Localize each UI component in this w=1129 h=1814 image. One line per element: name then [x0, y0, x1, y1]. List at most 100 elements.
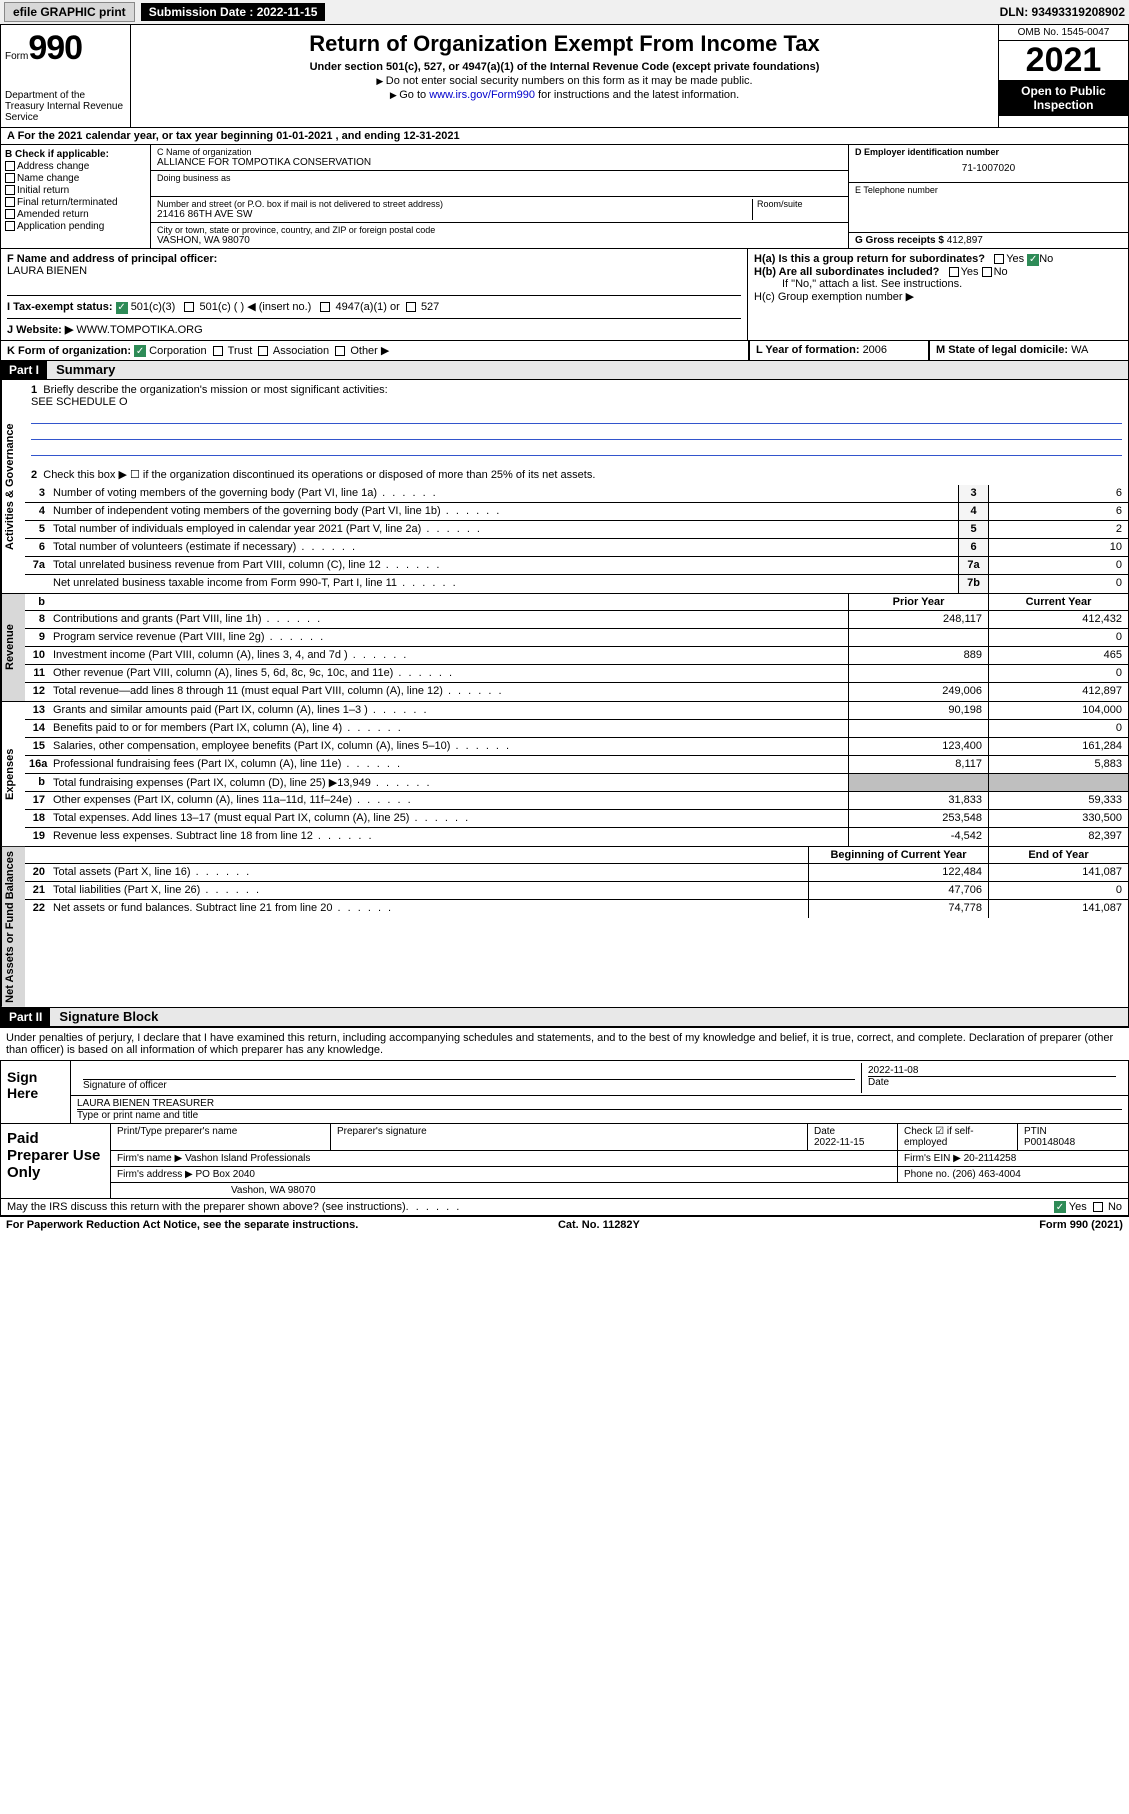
- street: 21416 86TH AVE SW: [157, 209, 752, 220]
- ln-text: Number of independent voting members of …: [49, 503, 958, 520]
- box-c: C Name of organization ALLIANCE FOR TOMP…: [151, 145, 848, 248]
- chk-address[interactable]: Address change: [5, 161, 146, 172]
- tax-status-lbl: I Tax-exempt status:: [7, 301, 113, 313]
- chk-name-lbl: Name change: [17, 173, 79, 184]
- irs-link[interactable]: www.irs.gov/Form990: [429, 89, 535, 101]
- ln-current: 465: [988, 647, 1128, 664]
- street-cell: Number and street (or P.O. box if mail i…: [151, 197, 848, 223]
- row-fgh: F Name and address of principal officer:…: [0, 249, 1129, 341]
- chk-initial-lbl: Initial return: [17, 185, 69, 196]
- ln-box: 3: [958, 485, 988, 502]
- rev-col-hdr: b Prior Year Current Year: [25, 594, 1128, 611]
- ln-num: 21: [25, 882, 49, 899]
- discuss-row: May the IRS discuss this return with the…: [0, 1199, 1129, 1217]
- form-subtitle: Under section 501(c), 527, or 4947(a)(1)…: [139, 61, 990, 73]
- ln-text: Total assets (Part X, line 16): [49, 864, 808, 881]
- ln-text: Salaries, other compensation, employee b…: [49, 738, 848, 755]
- dba-lbl: Doing business as: [157, 173, 842, 183]
- phone-cell: E Telephone number: [849, 183, 1128, 233]
- table-row: 15 Salaries, other compensation, employe…: [25, 738, 1128, 756]
- ln-current: 104,000: [988, 702, 1128, 719]
- ln-current: 0: [988, 629, 1128, 646]
- hb-yes[interactable]: [949, 267, 959, 277]
- ln-box: 7b: [958, 575, 988, 593]
- ln-text: Contributions and grants (Part VIII, lin…: [49, 611, 848, 628]
- row-i: I Tax-exempt status: ✓ 501(c)(3) 501(c) …: [7, 295, 741, 314]
- firm-addr-lbl: Firm's address ▶: [117, 1169, 193, 1180]
- website-lbl: J Website: ▶: [7, 324, 73, 336]
- ln-current: 5,883: [988, 756, 1128, 773]
- ln-num: 13: [25, 702, 49, 719]
- table-row: 9 Program service revenue (Part VIII, li…: [25, 629, 1128, 647]
- discuss-no[interactable]: [1093, 1202, 1103, 1212]
- note-ssn: Do not enter social security numbers on …: [139, 75, 990, 87]
- part2-title: Signature Block: [53, 1009, 158, 1024]
- firm-ein-cell: Firm's EIN ▶ 20-2114258: [898, 1151, 1128, 1166]
- year-formation-lbl: L Year of formation:: [756, 344, 863, 356]
- netassets-section: Net Assets or Fund Balances Beginning of…: [0, 847, 1129, 1008]
- ln-num: 22: [25, 900, 49, 918]
- ln-text: Total unrelated business revenue from Pa…: [49, 557, 958, 574]
- ha-yes-lbl: Yes: [1006, 253, 1024, 265]
- box-b: B Check if applicable: Address change Na…: [1, 145, 151, 248]
- table-row: 18 Total expenses. Add lines 13–17 (must…: [25, 810, 1128, 828]
- ln-prior: 122,484: [808, 864, 988, 881]
- hb-row: H(b) Are all subordinates included? Yes …: [754, 266, 1122, 278]
- sig-officer-lbl: Signature of officer: [83, 1079, 855, 1091]
- table-row: 16a Professional fundraising fees (Part …: [25, 756, 1128, 774]
- ln-prior: 249,006: [848, 683, 988, 701]
- ln-text: Revenue less expenses. Subtract line 18 …: [49, 828, 848, 846]
- ha-no-lbl: No: [1039, 253, 1053, 265]
- dba-cell: Doing business as: [151, 171, 848, 197]
- discuss-yes-icon: ✓: [1054, 1201, 1066, 1213]
- hdr-current: Current Year: [988, 594, 1128, 610]
- opt-other: Other ▶: [350, 345, 389, 357]
- chk-trust[interactable]: [213, 346, 223, 356]
- row-l: L Year of formation: 2006: [749, 341, 929, 362]
- ha-yes[interactable]: [994, 254, 1004, 264]
- hb-no[interactable]: [982, 267, 992, 277]
- ln-text: Net unrelated business taxable income fr…: [49, 575, 958, 593]
- chk-501c[interactable]: [184, 302, 194, 312]
- chk-amended[interactable]: Amended return: [5, 209, 146, 220]
- chk-final[interactable]: Final return/terminated: [5, 197, 146, 208]
- box-d: D Employer identification number 71-1007…: [848, 145, 1128, 248]
- revenue-section: Revenue b Prior Year Current Year 8 Cont…: [0, 594, 1129, 702]
- ln-num: 9: [25, 629, 49, 646]
- table-row: 14 Benefits paid to or for members (Part…: [25, 720, 1128, 738]
- ln-current: 141,087: [988, 900, 1128, 918]
- box-h: H(a) Is this a group return for subordin…: [748, 249, 1128, 340]
- ln-val: 6: [988, 485, 1128, 502]
- header-right: OMB No. 1545-0047 2021 Open to Public In…: [998, 25, 1128, 127]
- officer-lbl: F Name and address of principal officer:: [7, 253, 217, 265]
- vlabel-governance: Activities & Governance: [1, 380, 25, 593]
- hdr-prior: Prior Year: [848, 594, 988, 610]
- chk-initial[interactable]: Initial return: [5, 185, 146, 196]
- chk-amended-lbl: Amended return: [17, 209, 89, 220]
- sig-name-title-lbl: Type or print name and title: [77, 1109, 1122, 1121]
- ln-val: 0: [988, 575, 1128, 593]
- header-left: Form990 Department of the Treasury Inter…: [1, 25, 131, 127]
- chk-pending[interactable]: Application pending: [5, 221, 146, 232]
- row-a-text: A For the 2021 calendar year, or tax yea…: [7, 130, 460, 142]
- ln-num: b: [25, 774, 49, 791]
- ln-text: Total number of individuals employed in …: [49, 521, 958, 538]
- table-row: 19 Revenue less expenses. Subtract line …: [25, 828, 1128, 846]
- firm-name-cell: Firm's name ▶ Vashon Island Professional…: [111, 1151, 898, 1166]
- year-formation: 2006: [863, 344, 887, 356]
- efile-button[interactable]: efile GRAPHIC print: [4, 2, 135, 22]
- chk-4947[interactable]: [320, 302, 330, 312]
- chk-assoc[interactable]: [258, 346, 268, 356]
- gov-line: Net unrelated business taxable income fr…: [25, 575, 1128, 593]
- ln-text: Total revenue—add lines 8 through 11 (mu…: [49, 683, 848, 701]
- part1-hdr: Part I: [1, 361, 47, 379]
- ln-val: 2: [988, 521, 1128, 538]
- opt-assoc: Association: [273, 345, 329, 357]
- chk-other[interactable]: [335, 346, 345, 356]
- footer-left: For Paperwork Reduction Act Notice, see …: [6, 1219, 358, 1231]
- ln-current: 0: [988, 720, 1128, 737]
- chk-name[interactable]: Name change: [5, 173, 146, 184]
- chk-527[interactable]: [406, 302, 416, 312]
- ptin-hdr: PTIN: [1024, 1126, 1047, 1137]
- prep-date: 2022-11-15: [814, 1137, 864, 1148]
